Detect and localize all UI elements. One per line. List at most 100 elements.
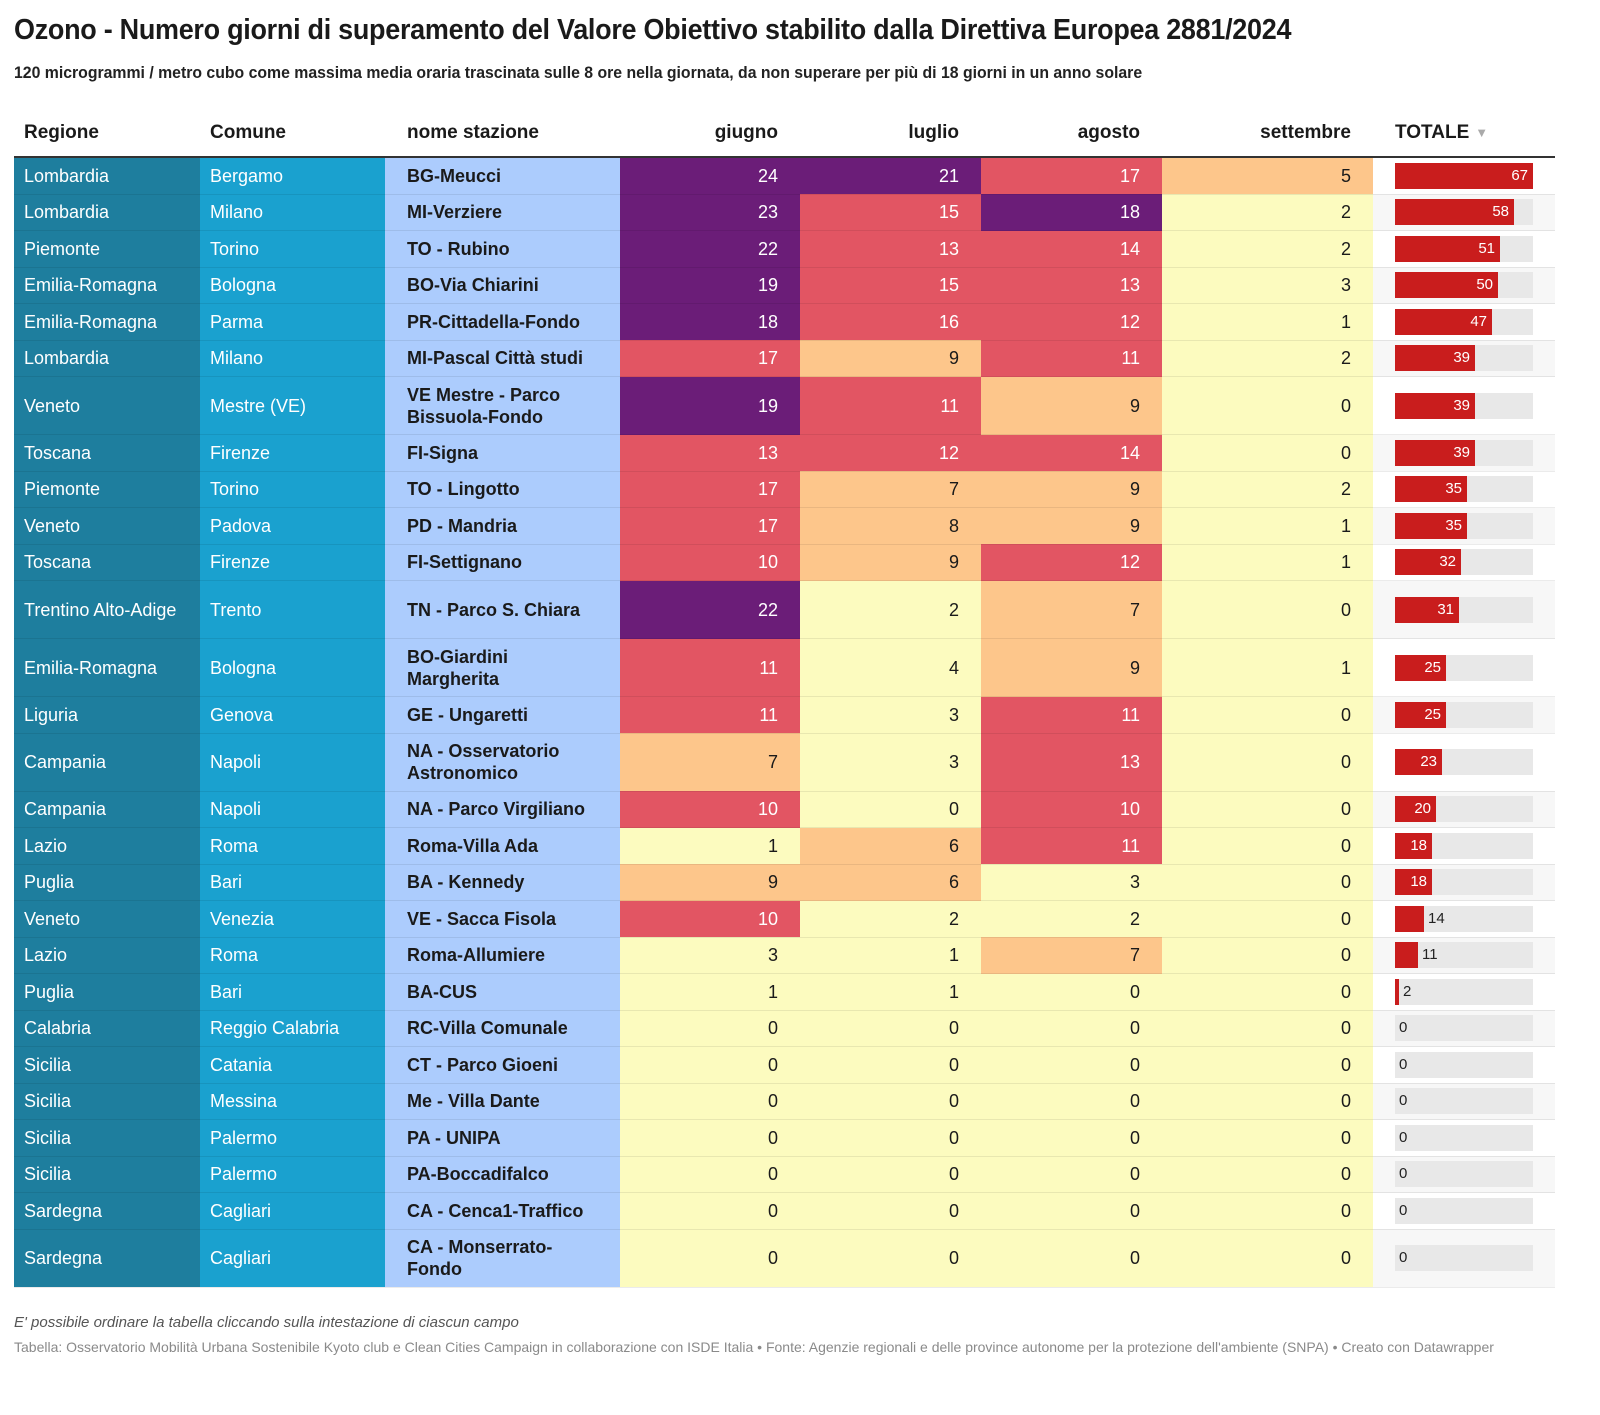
cell-regione: Campania (14, 733, 200, 792)
cell-giugno: 10 (620, 544, 800, 581)
totale-bar-track: 18 (1395, 832, 1533, 859)
totale-bar-label: 39 (1453, 349, 1470, 367)
totale-bar (1395, 272, 1498, 299)
totale-bar-label: 0 (1399, 1019, 1408, 1037)
totale-bar-label: 67 (1511, 166, 1528, 184)
cell-giugno: 0 (620, 1119, 800, 1157)
cell-settembre: 0 (1162, 696, 1373, 734)
cell-luglio: 0 (800, 1156, 981, 1193)
table-row: Sicilia Palermo PA-Boccadifalco 0 0 0 0 0 (14, 1156, 1555, 1193)
table-row: Lombardia Bergamo BG-Meucci 24 21 17 5 67 (14, 157, 1555, 195)
totale-bar-label: 32 (1439, 553, 1456, 571)
cell-settembre: 0 (1162, 827, 1373, 865)
cell-stazione: VE - Sacca Fisola (385, 900, 620, 938)
sort-descending-icon: ▼ (1475, 125, 1489, 141)
cell-totale: 50 (1373, 267, 1555, 304)
cell-comune: Trento (200, 580, 385, 639)
totale-bar-track: 50 (1395, 272, 1533, 299)
cell-comune: Padova (200, 507, 385, 545)
cell-giugno: 0 (620, 1046, 800, 1084)
column-header-comune[interactable]: Comune (200, 110, 385, 158)
totale-bar-label: 25 (1424, 658, 1441, 676)
totale-bar-track: 0 (1395, 1161, 1533, 1188)
cell-settembre: 0 (1162, 1229, 1373, 1288)
cell-agosto: 2 (981, 900, 1162, 938)
totale-bar-track: 2 (1395, 978, 1533, 1005)
cell-regione: Toscana (14, 434, 200, 472)
column-header-stazione[interactable]: nome stazione (385, 110, 620, 158)
totale-bar-label: 39 (1453, 396, 1470, 414)
cell-giugno: 17 (620, 507, 800, 545)
totale-bar-label: 58 (1492, 203, 1509, 221)
cell-settembre: 5 (1162, 157, 1373, 195)
cell-comune: Cagliari (200, 1229, 385, 1288)
column-header-settembre[interactable]: settembre (1162, 110, 1373, 158)
cell-luglio: 9 (800, 544, 981, 581)
cell-stazione: RC-Villa Comunale (385, 1010, 620, 1047)
cell-stazione: PA - UNIPA (385, 1119, 620, 1157)
table-row: Veneto Venezia VE - Sacca Fisola 10 2 2 0 14 (14, 900, 1555, 938)
cell-giugno: 9 (620, 864, 800, 901)
cell-agosto: 3 (981, 864, 1162, 901)
cell-giugno: 17 (620, 471, 800, 508)
cell-luglio: 2 (800, 580, 981, 639)
cell-comune: Bologna (200, 638, 385, 697)
cell-luglio: 15 (800, 267, 981, 304)
column-header-agosto[interactable]: agosto (981, 110, 1162, 158)
cell-comune: Reggio Calabria (200, 1010, 385, 1047)
cell-stazione: TO - Lingotto (385, 471, 620, 508)
totale-bar-label: 35 (1445, 516, 1462, 534)
cell-regione: Sicilia (14, 1156, 200, 1193)
column-header-giugno[interactable]: giugno (620, 110, 800, 158)
cell-stazione: NA - Parco Virgiliano (385, 791, 620, 828)
cell-giugno: 10 (620, 900, 800, 938)
totale-bar-label: 23 (1420, 753, 1437, 770)
cell-giugno: 1 (620, 827, 800, 865)
cell-agosto: 11 (981, 340, 1162, 377)
cell-totale: 0 (1373, 1046, 1555, 1084)
totale-bar-label: 0 (1399, 1165, 1408, 1183)
cell-settembre: 1 (1162, 544, 1373, 581)
cell-regione: Veneto (14, 507, 200, 545)
column-header-regione[interactable]: Regione (14, 110, 200, 158)
cell-regione: Sicilia (14, 1119, 200, 1157)
totale-bar (1395, 439, 1475, 466)
column-header-totale[interactable]: TOTALE ▼ (1373, 110, 1555, 158)
cell-giugno: 11 (620, 696, 800, 734)
cell-totale: 67 (1373, 157, 1555, 195)
cell-agosto: 11 (981, 696, 1162, 734)
table-row: Puglia Bari BA - Kennedy 9 6 3 0 18 (14, 864, 1555, 901)
table-row: Sicilia Catania CT - Parco Gioeni 0 0 0 0 0 (14, 1046, 1555, 1084)
totale-bar (1395, 905, 1424, 932)
column-header-luglio[interactable]: luglio (800, 110, 981, 158)
totale-bar-label: 20 (1414, 800, 1431, 818)
totale-bar-label: 18 (1410, 873, 1427, 891)
table-body: Lombardia Bergamo BG-Meucci 24 21 17 5 67 Lombar… (14, 157, 1555, 1288)
cell-stazione: MI-Pascal Città studi (385, 340, 620, 377)
cell-regione: Emilia-Romagna (14, 267, 200, 304)
totale-bar-track: 0 (1395, 1088, 1533, 1115)
cell-regione: Piemonte (14, 471, 200, 508)
cell-stazione: FI-Settignano (385, 544, 620, 581)
cell-luglio: 13 (800, 230, 981, 268)
table-row: Sicilia Palermo PA - UNIPA 0 0 0 0 0 (14, 1119, 1555, 1157)
cell-comune: Torino (200, 230, 385, 268)
cell-settembre: 0 (1162, 1010, 1373, 1047)
cell-agosto: 7 (981, 937, 1162, 974)
table-row: Sardegna Cagliari CA - Monserrato-Fondo 0 0 0… (14, 1229, 1555, 1288)
cell-giugno: 19 (620, 267, 800, 304)
cell-settembre: 0 (1162, 937, 1373, 974)
totale-bar-track: 14 (1395, 905, 1533, 932)
totale-bar (1395, 512, 1467, 539)
cell-agosto: 10 (981, 791, 1162, 828)
cell-agosto: 0 (981, 1119, 1162, 1157)
cell-comune: Firenze (200, 544, 385, 581)
cell-totale: 18 (1373, 827, 1555, 865)
cell-comune: Milano (200, 340, 385, 377)
cell-giugno: 0 (620, 1083, 800, 1120)
totale-bar-track: 23 (1395, 749, 1533, 775)
table-row: Emilia-Romagna Bologna BO-Via Chiarini 19 15… (14, 267, 1555, 304)
table-row: Piemonte Torino TO - Lingotto 17 7 9 2 35 (14, 471, 1555, 508)
cell-giugno: 13 (620, 434, 800, 472)
cell-luglio: 2 (800, 900, 981, 938)
